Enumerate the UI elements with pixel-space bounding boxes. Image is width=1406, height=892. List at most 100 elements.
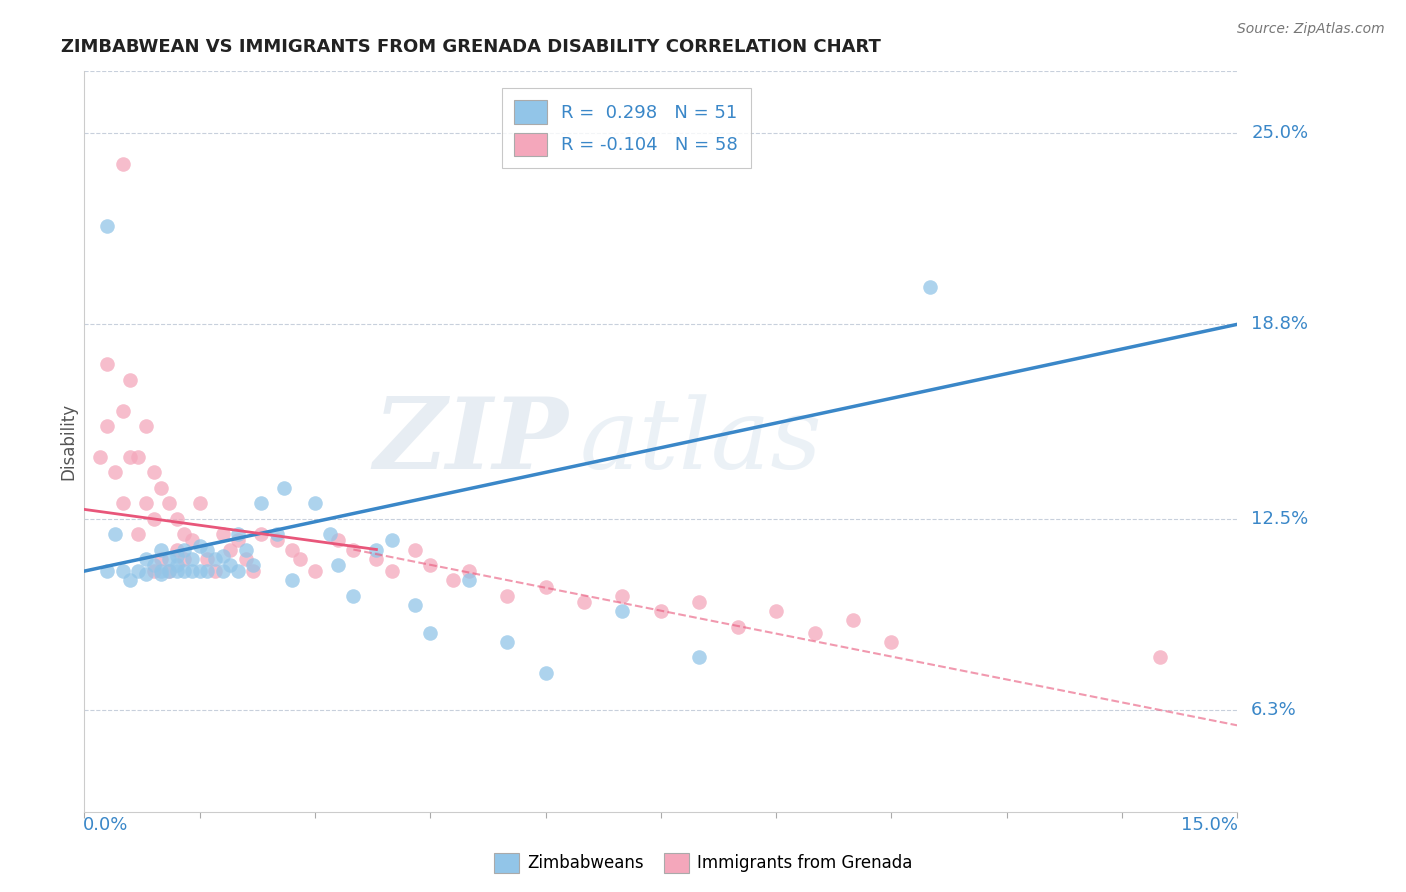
Y-axis label: Disability: Disability	[59, 403, 77, 480]
Point	[166, 511, 188, 525]
Point	[181, 564, 204, 578]
Point	[326, 533, 349, 548]
Point	[195, 564, 218, 578]
Point	[381, 564, 404, 578]
Point	[120, 373, 142, 387]
Text: ZIMBABWEAN VS IMMIGRANTS FROM GRENADA DISABILITY CORRELATION CHART: ZIMBABWEAN VS IMMIGRANTS FROM GRENADA DI…	[62, 38, 882, 56]
Point	[496, 635, 519, 649]
Point	[111, 403, 134, 417]
Point	[803, 625, 825, 640]
Point	[457, 574, 479, 588]
Point	[688, 650, 710, 665]
Point	[381, 533, 404, 548]
Point	[235, 542, 257, 557]
Point	[572, 595, 595, 609]
Point	[266, 527, 288, 541]
Point	[127, 527, 149, 541]
Point	[880, 635, 903, 649]
Point	[166, 549, 188, 563]
Point	[157, 564, 180, 578]
Point	[111, 157, 134, 171]
Text: atlas: atlas	[581, 394, 823, 489]
Point	[457, 564, 479, 578]
Point	[150, 481, 173, 495]
Point	[96, 419, 118, 434]
Point	[342, 542, 364, 557]
Point	[250, 527, 273, 541]
Point	[1149, 650, 1171, 665]
Point	[96, 564, 118, 578]
Point	[142, 564, 165, 578]
Point	[150, 542, 173, 557]
Point	[612, 604, 634, 618]
Point	[104, 466, 127, 480]
Point	[150, 551, 173, 566]
Point	[127, 450, 149, 464]
Point	[188, 564, 211, 578]
Point	[366, 551, 388, 566]
Point	[404, 598, 426, 612]
Point	[188, 496, 211, 510]
Point	[173, 542, 195, 557]
Legend: R =  0.298   N = 51, R = -0.104   N = 58: R = 0.298 N = 51, R = -0.104 N = 58	[502, 87, 751, 169]
Point	[173, 527, 195, 541]
Text: Source: ZipAtlas.com: Source: ZipAtlas.com	[1237, 22, 1385, 37]
Point	[211, 549, 233, 563]
Text: 12.5%: 12.5%	[1251, 509, 1309, 528]
Point	[211, 564, 233, 578]
Point	[727, 620, 749, 634]
Point	[219, 558, 242, 572]
Point	[273, 481, 295, 495]
Point	[150, 567, 173, 582]
Point	[688, 595, 710, 609]
Point	[226, 527, 249, 541]
Point	[288, 551, 311, 566]
Point	[366, 542, 388, 557]
Point	[188, 540, 211, 554]
Point	[404, 542, 426, 557]
Point	[135, 419, 157, 434]
Point	[157, 551, 180, 566]
Point	[166, 558, 188, 572]
Point	[226, 564, 249, 578]
Point	[142, 511, 165, 525]
Point	[135, 496, 157, 510]
Point	[235, 551, 257, 566]
Point	[142, 466, 165, 480]
Point	[250, 496, 273, 510]
Point	[127, 564, 149, 578]
Point	[195, 551, 218, 566]
Point	[135, 551, 157, 566]
Point	[96, 219, 118, 233]
Point	[281, 542, 304, 557]
Point	[195, 542, 218, 557]
Point	[104, 527, 127, 541]
Point	[111, 564, 134, 578]
Point	[142, 558, 165, 572]
Point	[120, 450, 142, 464]
Text: 0.0%: 0.0%	[83, 816, 128, 834]
Point	[242, 564, 264, 578]
Point	[157, 496, 180, 510]
Point	[266, 533, 288, 548]
Text: ZIP: ZIP	[374, 393, 568, 490]
Point	[765, 604, 787, 618]
Point	[120, 574, 142, 588]
Point	[211, 527, 233, 541]
Point	[219, 542, 242, 557]
Point	[181, 533, 204, 548]
Point	[181, 551, 204, 566]
Point	[166, 542, 188, 557]
Text: 18.8%: 18.8%	[1251, 315, 1308, 334]
Point	[419, 625, 441, 640]
Point	[304, 496, 326, 510]
Point	[842, 614, 865, 628]
Text: 25.0%: 25.0%	[1251, 124, 1309, 142]
Point	[441, 574, 464, 588]
Text: 15.0%: 15.0%	[1181, 816, 1239, 834]
Point	[111, 496, 134, 510]
Text: 6.3%: 6.3%	[1251, 701, 1296, 719]
Point	[204, 564, 226, 578]
Point	[89, 450, 111, 464]
Point	[281, 574, 304, 588]
